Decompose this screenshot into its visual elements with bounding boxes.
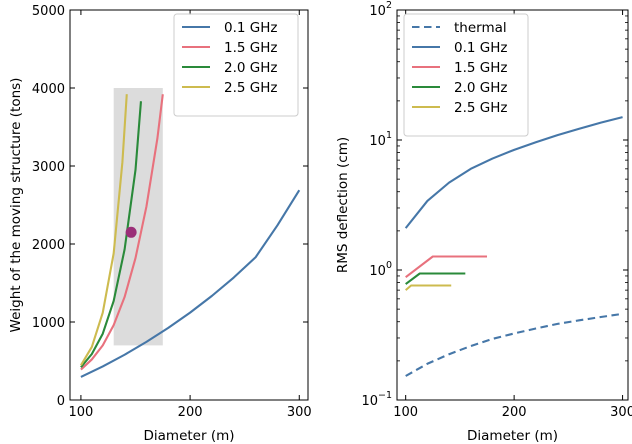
x-tick-label: 100 — [393, 405, 418, 420]
legend-label: thermal — [454, 20, 507, 36]
axes-frame — [396, 9, 629, 401]
plot-area — [80, 88, 301, 378]
axes-frame — [69, 9, 309, 401]
series-line-1 — [404, 116, 623, 229]
x-tick-label: 300 — [610, 405, 632, 420]
legend: 0.1 GHz 1.5 GHz 2.0 GHz 2.5 GHz — [173, 13, 299, 117]
y-tick-label: 101 — [369, 130, 392, 149]
legend-box — [173, 13, 299, 117]
series-line-0 — [80, 189, 301, 378]
legend-box — [403, 13, 529, 137]
y-tick-label: 102 — [369, 0, 392, 19]
plot-area — [404, 116, 623, 377]
x-tick-label: 300 — [287, 405, 312, 420]
y-tick-label: 100 — [369, 260, 392, 279]
data-marker — [125, 226, 137, 238]
legend: thermal 0.1 GHz 1.5 GHz 2.0 GHz 2.5 GHz — [403, 13, 529, 137]
y-tick-label: 1000 — [32, 316, 65, 331]
legend-label: 0.1 GHz — [224, 20, 277, 36]
series-line-3 — [80, 94, 128, 366]
y-axis-label: RMS deflection (cm) — [335, 137, 351, 273]
x-axis-label: Diameter (m) — [144, 428, 235, 444]
series-line-4 — [404, 284, 452, 291]
legend-label: 2.5 GHz — [454, 100, 507, 116]
series-line-2 — [80, 101, 143, 368]
y-tick-label: 10−1 — [361, 390, 392, 409]
series-line-1 — [80, 94, 164, 371]
legend-label: 2.0 GHz — [224, 60, 277, 76]
legend-label: 2.0 GHz — [454, 80, 507, 96]
y-tick-label: 4000 — [32, 82, 65, 97]
series-line-0 — [405, 312, 623, 377]
legend-label: 0.1 GHz — [454, 40, 507, 56]
legend-label: 1.5 GHz — [224, 40, 277, 56]
legend-label: 1.5 GHz — [454, 60, 507, 76]
series-line-3 — [405, 272, 466, 285]
x-tick-label: 200 — [502, 405, 527, 420]
x-tick-label: 200 — [178, 405, 203, 420]
y-tick-label: 3000 — [32, 160, 65, 175]
series-line-2 — [405, 255, 488, 279]
y-axis-label: Weight of the moving structure (tons) — [8, 78, 24, 333]
y-tick-label: 0 — [57, 394, 65, 409]
x-axis-label: Diameter (m) — [467, 428, 558, 444]
y-tick-label: 2000 — [32, 238, 65, 253]
x-tick-label: 100 — [69, 405, 94, 420]
legend-label: 2.5 GHz — [224, 80, 277, 96]
y-tick-label: 5000 — [32, 4, 65, 19]
